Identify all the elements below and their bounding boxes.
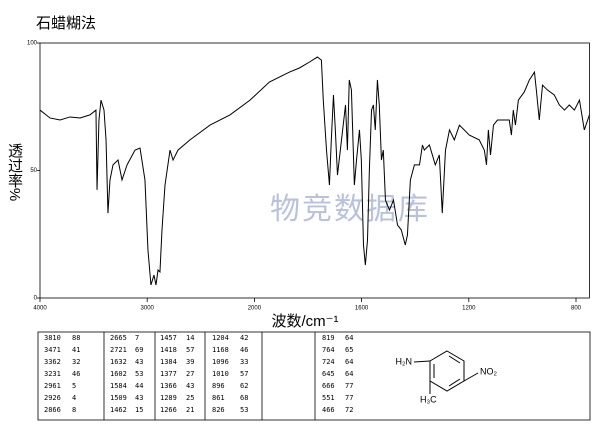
transmittance-cell: 4 bbox=[72, 394, 76, 402]
transmittance-cell: 27 bbox=[186, 370, 194, 378]
y-tick-label: 100 bbox=[27, 41, 38, 47]
transmittance-cell: 41 bbox=[72, 346, 80, 354]
methyl-label: H₃C bbox=[420, 394, 437, 404]
wavenumber-cell: 1266 bbox=[160, 406, 177, 414]
transmittance-cell: 72 bbox=[345, 406, 353, 414]
wavenumber-cell: 2665 bbox=[110, 334, 127, 342]
wavenumber-cell: 1096 bbox=[212, 358, 229, 366]
wavenumber-cell: 3471 bbox=[44, 346, 61, 354]
wavenumber-cell: 3810 bbox=[44, 334, 61, 342]
wavenumber-cell: 1457 bbox=[160, 334, 177, 342]
transmittance-cell: 46 bbox=[240, 346, 248, 354]
wavenumber-cell: 645 bbox=[322, 370, 335, 378]
wavenumber-cell: 3231 bbox=[44, 370, 61, 378]
transmittance-cell: 64 bbox=[345, 358, 353, 366]
wavenumber-cell: 1584 bbox=[110, 382, 127, 390]
wavenumber-cell: 1384 bbox=[160, 358, 177, 366]
structure bbox=[413, 350, 479, 394]
wavenumber-cell: 1462 bbox=[110, 406, 127, 414]
transmittance-cell: 64 bbox=[345, 334, 353, 342]
transmittance-cell: 43 bbox=[135, 394, 143, 402]
transmittance-cell: 53 bbox=[240, 406, 248, 414]
transmittance-cell: 21 bbox=[186, 406, 194, 414]
wavenumber-cell: 551 bbox=[322, 394, 335, 402]
transmittance-cell: 14 bbox=[186, 334, 194, 342]
transmittance-cell: 33 bbox=[240, 358, 248, 366]
spectrum-line bbox=[39, 56, 590, 286]
transmittance-cell: 7 bbox=[135, 334, 139, 342]
transmittance-cell: 64 bbox=[345, 370, 353, 378]
y-tick-label: 50 bbox=[30, 168, 37, 174]
double-bond bbox=[448, 378, 461, 387]
wavenumber-cell: 2961 bbox=[44, 382, 61, 390]
wavenumber-cell: 826 bbox=[212, 406, 225, 414]
table-frame bbox=[37, 331, 591, 421]
wavenumber-cell: 466 bbox=[322, 406, 335, 414]
x-tick-label: 2000 bbox=[248, 306, 262, 312]
transmittance-cell: 42 bbox=[240, 334, 248, 342]
y-tick-label: 0 bbox=[34, 296, 38, 302]
wavenumber-cell: 1366 bbox=[160, 382, 177, 390]
x-tick-label: 3000 bbox=[141, 306, 155, 312]
transmittance-cell: 44 bbox=[135, 382, 143, 390]
transmittance-cell: 39 bbox=[186, 358, 194, 366]
plot-frame bbox=[39, 42, 590, 299]
transmittance-cell: 77 bbox=[345, 382, 353, 390]
wavenumber-cell: 1602 bbox=[110, 370, 127, 378]
wavenumber-cell: 861 bbox=[212, 394, 225, 402]
wavenumber-cell: 764 bbox=[322, 346, 335, 354]
transmittance-cell: 8 bbox=[72, 406, 76, 414]
x-tick-label: 800 bbox=[571, 306, 582, 312]
transmittance-cell: 15 bbox=[135, 406, 143, 414]
x-axis-label: 波数/cm⁻¹ bbox=[271, 313, 338, 330]
benzene-ring bbox=[429, 350, 465, 392]
nitro-label: NO₂ bbox=[480, 366, 498, 376]
wavenumber-cell: 2926 bbox=[44, 394, 61, 402]
transmittance-cell: 43 bbox=[135, 358, 143, 366]
wavenumber-cell: 1377 bbox=[160, 370, 177, 378]
transmittance-cell: 32 bbox=[72, 358, 80, 366]
wavenumber-cell: 1010 bbox=[212, 370, 229, 378]
wavenumber-cell: 819 bbox=[322, 334, 335, 342]
x-tick-label: 1200 bbox=[462, 306, 476, 312]
bond bbox=[463, 372, 479, 382]
wavenumber-cell: 1418 bbox=[160, 346, 177, 354]
double-bond bbox=[448, 355, 461, 364]
transmittance-cell: 53 bbox=[135, 370, 143, 378]
transmittance-cell: 46 bbox=[72, 370, 80, 378]
watermark: 物竞数据库 bbox=[270, 193, 430, 226]
transmittance-cell: 43 bbox=[186, 382, 194, 390]
transmittance-cell: 65 bbox=[345, 346, 353, 354]
wavenumber-cell: 2866 bbox=[44, 406, 61, 414]
x-tick-label: 1600 bbox=[355, 306, 369, 312]
wavenumber-cell: 896 bbox=[212, 382, 225, 390]
transmittance-cell: 88 bbox=[72, 334, 80, 342]
wavenumber-cell: 1204 bbox=[212, 334, 229, 342]
y-axis-label: 透过率% bbox=[6, 143, 23, 201]
transmittance-cell: 57 bbox=[240, 370, 248, 378]
transmittance-cell: 25 bbox=[186, 394, 194, 402]
wavenumber-cell: 3362 bbox=[44, 358, 61, 366]
transmittance-cell: 68 bbox=[240, 394, 248, 402]
transmittance-cell: 62 bbox=[240, 382, 248, 390]
wavenumber-cell: 1289 bbox=[160, 394, 177, 402]
peak-table bbox=[37, 331, 591, 421]
x-tick-label: 4000 bbox=[33, 306, 47, 312]
wavenumber-cell: 666 bbox=[322, 382, 335, 390]
bond bbox=[413, 360, 431, 363]
wavenumber-cell: 1509 bbox=[110, 394, 127, 402]
transmittance-cell: 57 bbox=[186, 346, 194, 354]
wavenumber-cell: 724 bbox=[322, 358, 335, 366]
wavenumber-cell: 1168 bbox=[212, 346, 229, 354]
transmittance-cell: 5 bbox=[72, 382, 76, 390]
wavenumber-cell: 2721 bbox=[110, 346, 127, 354]
transmittance-cell: 77 bbox=[345, 394, 353, 402]
transmittance-cell: 69 bbox=[135, 346, 143, 354]
wavenumber-cell: 1632 bbox=[110, 358, 127, 366]
chart-title: 石蜡糊法 bbox=[36, 15, 96, 32]
amine-label: H₂N bbox=[396, 356, 413, 366]
